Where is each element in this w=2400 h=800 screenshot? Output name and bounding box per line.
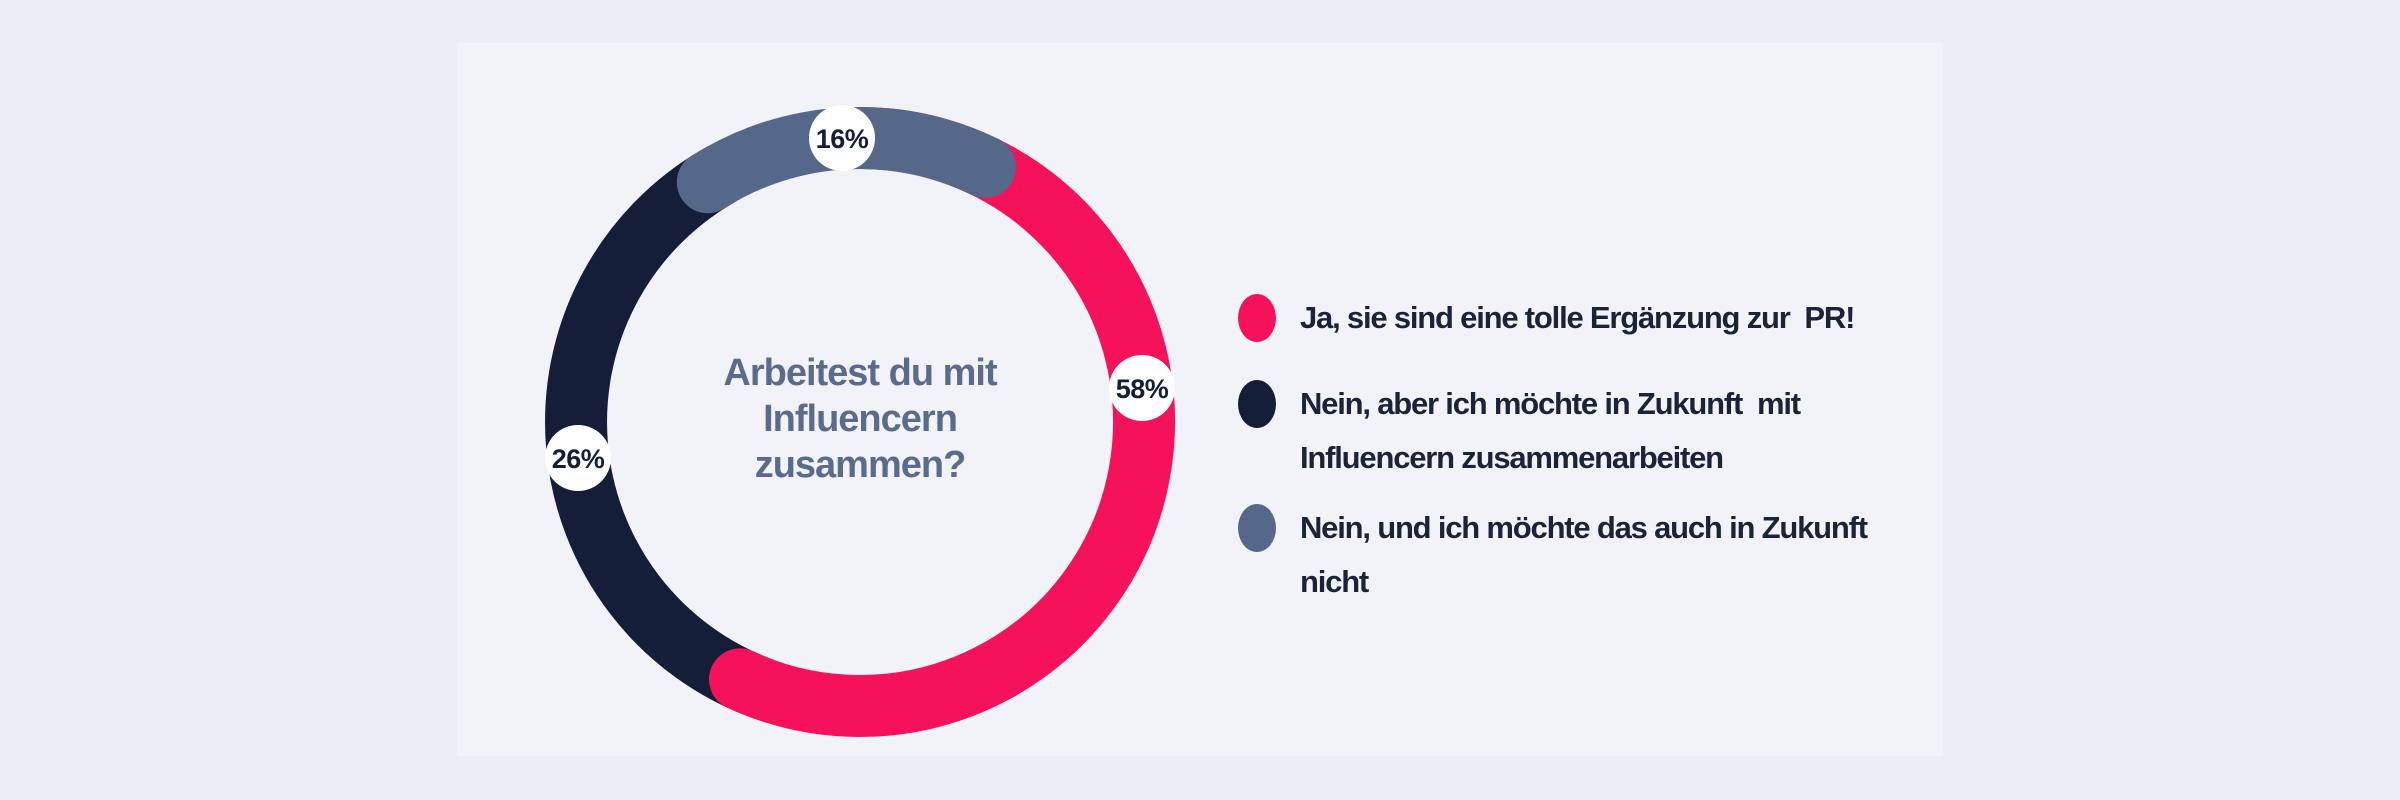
legend-dot-pink-icon <box>1238 294 1276 342</box>
label-circle-26 <box>545 425 611 491</box>
chart-legend: Ja, sie sind eine tolle Ergänzung zur PR… <box>1238 291 1918 609</box>
label-circle-16 <box>809 105 875 171</box>
legend-label-yes: Ja, sie sind eine tolle Ergänzung zur PR… <box>1300 300 1855 335</box>
legend-label-no-but-future: Nein, aber ich möchte in Zukunft mit Inf… <box>1300 386 1801 475</box>
legend-label-no-never: Nein, und ich möchte das auch in Zukunft… <box>1300 510 1875 599</box>
legend-item-no-never: Nein, und ich möchte das auch in Zukunft… <box>1238 501 1918 609</box>
legend-dot-slate-icon <box>1238 504 1276 552</box>
segment-value-slate: 16% <box>816 124 869 154</box>
legend-item-yes: Ja, sie sind eine tolle Ergänzung zur PR… <box>1238 291 1918 345</box>
chart-question-title: Arbeitest du mit Influencern zusammen? <box>723 352 997 486</box>
segment-value-pink: 58% <box>1116 374 1169 404</box>
legend-dot-navy-icon <box>1238 380 1276 428</box>
segment-value-navy: 26% <box>552 444 605 474</box>
legend-item-no-but-future: Nein, aber ich möchte in Zukunft mit Inf… <box>1238 377 1918 485</box>
label-circle-58 <box>1109 355 1175 421</box>
